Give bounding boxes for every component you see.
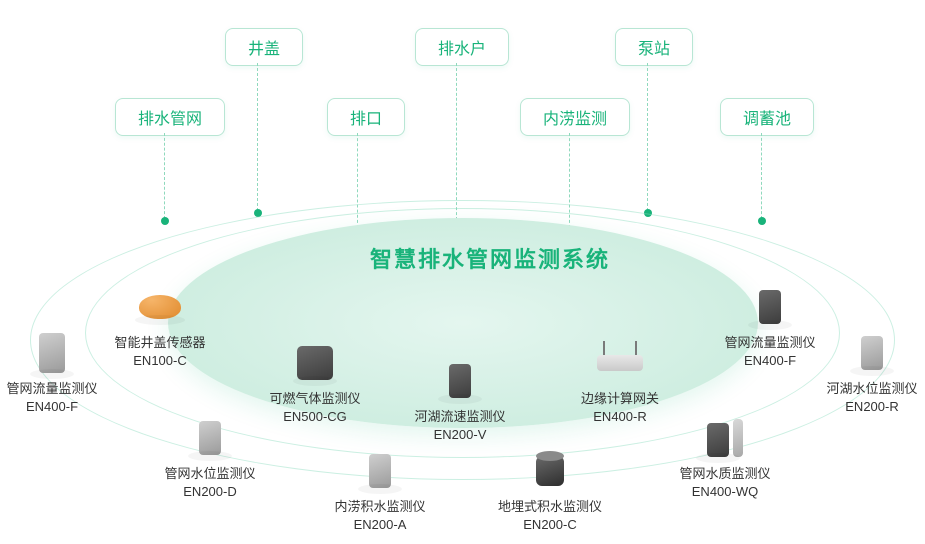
device-name: 管网水位监测仪 <box>150 465 270 483</box>
box-dark-icon <box>255 340 375 386</box>
category-pill[interactable]: 排口 <box>327 98 405 136</box>
device-model: EN500-CG <box>255 408 375 426</box>
box-dark-small-icon <box>400 358 520 404</box>
device-item: 智能井盖传感器EN100-C <box>100 284 220 369</box>
device-item: 可燃气体监测仪EN500-CG <box>255 340 375 425</box>
box-pair-icon <box>665 415 785 461</box>
device-model: EN200-C <box>490 516 610 534</box>
device-model: EN200-A <box>320 516 440 534</box>
category-pill[interactable]: 井盖 <box>225 28 303 66</box>
category-pill[interactable]: 排水管网 <box>115 98 225 136</box>
system-title: 智慧排水管网监测系统 <box>370 242 610 274</box>
device-item: 管网水位监测仪EN200-D <box>150 415 270 500</box>
device-name: 智能井盖传感器 <box>100 334 220 352</box>
router-icon <box>560 340 680 386</box>
cap-icon <box>100 284 220 330</box>
device-model: EN200-R <box>812 398 925 416</box>
device-model: EN400-R <box>560 408 680 426</box>
box-light-small-icon <box>320 448 440 494</box>
box-light-small-icon <box>812 330 925 376</box>
category-pill[interactable]: 调蓄池 <box>720 98 814 136</box>
device-item: 河湖流速监测仪EN200-V <box>400 358 520 443</box>
category-pill[interactable]: 排水户 <box>415 28 509 66</box>
device-model: EN200-D <box>150 483 270 501</box>
cylinder-icon <box>490 448 610 494</box>
device-name: 可燃气体监测仪 <box>255 390 375 408</box>
category-pill[interactable]: 泵站 <box>615 28 693 66</box>
device-name: 边缘计算网关 <box>560 390 680 408</box>
device-item: 边缘计算网关EN400-R <box>560 340 680 425</box>
device-name: 地埋式积水监测仪 <box>490 498 610 516</box>
device-item: 河湖水位监测仪EN200-R <box>812 330 925 415</box>
device-name: 河湖水位监测仪 <box>812 380 925 398</box>
device-name: 管网水质监测仪 <box>665 465 785 483</box>
device-item: 内涝积水监测仪EN200-A <box>320 448 440 533</box>
device-item: 地埋式积水监测仪EN200-C <box>490 448 610 533</box>
category-pill[interactable]: 内涝监测 <box>520 98 630 136</box>
device-model: EN400-F <box>0 398 112 416</box>
device-model: EN200-V <box>400 426 520 444</box>
device-name: 内涝积水监测仪 <box>320 498 440 516</box>
device-model: EN400-WQ <box>665 483 785 501</box>
device-name: 管网流量监测仪 <box>0 380 112 398</box>
box-light-small-icon <box>150 415 270 461</box>
box-light-icon <box>0 330 112 376</box>
device-item: 管网流量监测仪EN400-F <box>0 330 112 415</box>
device-item: 管网水质监测仪EN400-WQ <box>665 415 785 500</box>
device-name: 河湖流速监测仪 <box>400 408 520 426</box>
box-dark-small-icon <box>710 284 830 330</box>
device-model: EN100-C <box>100 352 220 370</box>
